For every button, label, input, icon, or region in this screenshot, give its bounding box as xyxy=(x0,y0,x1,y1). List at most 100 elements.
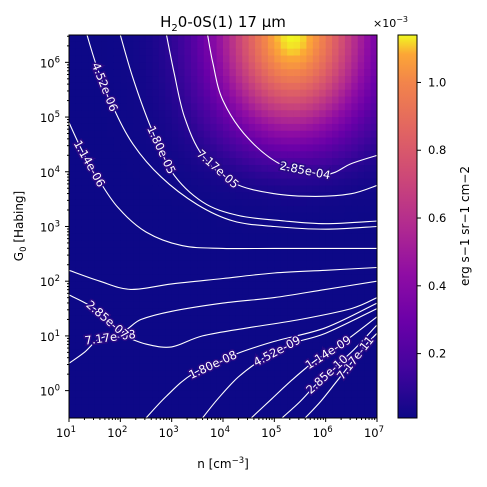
heatmap-cell xyxy=(88,212,96,221)
heatmap-cell xyxy=(216,137,224,146)
heatmap-cell xyxy=(75,117,83,125)
ylabel-sub: 0 xyxy=(19,247,29,252)
heatmap-cell xyxy=(242,397,250,405)
heatmap-cell xyxy=(88,117,96,125)
heatmap-cell xyxy=(325,82,333,91)
heatmap-cell xyxy=(216,123,224,132)
heatmap-cell xyxy=(152,96,160,104)
heatmap-cell xyxy=(69,62,77,70)
heatmap-cell xyxy=(203,253,211,262)
title-rest: 0-0S(1) 17 μm xyxy=(178,13,286,31)
heatmap-cell xyxy=(248,212,256,221)
heatmap-cell xyxy=(178,123,186,132)
heatmap-cell xyxy=(210,178,218,187)
heatmap-cell xyxy=(267,376,275,385)
heatmap-cell xyxy=(312,240,320,248)
heatmap-cell xyxy=(351,205,359,214)
heatmap-cell xyxy=(255,117,263,125)
heatmap-cell xyxy=(126,301,134,310)
heatmap-cell xyxy=(242,192,250,200)
heatmap-cell xyxy=(126,212,134,221)
heatmap-cell xyxy=(133,48,141,57)
heatmap-cell xyxy=(165,376,173,385)
heatmap-cell xyxy=(94,329,102,337)
heatmap-cell xyxy=(344,329,352,337)
heatmap-cell xyxy=(325,376,333,385)
heatmap-cell xyxy=(139,363,147,371)
heatmap-cell xyxy=(203,117,211,125)
heatmap-cell xyxy=(178,329,186,337)
heatmap-cell xyxy=(171,267,179,275)
heatmap-cell xyxy=(338,69,346,77)
heatmap-cell xyxy=(146,219,154,228)
heatmap-cell xyxy=(210,82,218,91)
heatmap-cell xyxy=(152,35,160,43)
heatmap-cell xyxy=(370,48,377,57)
heatmap-cell xyxy=(312,171,320,180)
heatmap-cell xyxy=(242,260,250,269)
heatmap-cell xyxy=(75,41,83,50)
heatmap-cell xyxy=(126,35,134,43)
heatmap-cell xyxy=(274,329,282,337)
heatmap-cell xyxy=(197,363,205,371)
heatmap-cell xyxy=(338,226,346,234)
heatmap-cell xyxy=(357,89,365,98)
heatmap-cell xyxy=(165,253,173,262)
heatmap-cell xyxy=(216,404,224,412)
heatmap-cell xyxy=(146,370,154,378)
heatmap-cell xyxy=(210,281,218,289)
ylabel-main: G xyxy=(12,252,26,261)
heatmap-cell xyxy=(210,55,218,63)
heatmap-cell xyxy=(197,144,205,152)
heatmap-cell xyxy=(81,82,89,91)
heatmap-cell xyxy=(216,117,224,125)
heatmap-cell xyxy=(319,329,327,337)
heatmap-cell xyxy=(229,356,237,364)
heatmap-cell xyxy=(203,185,211,193)
heatmap-cell xyxy=(94,205,102,214)
heatmap-cell xyxy=(293,335,301,344)
heatmap-cell xyxy=(210,240,218,248)
heatmap-cell xyxy=(293,76,301,84)
heatmap-cell xyxy=(126,226,134,234)
heatmap-cell xyxy=(306,390,314,399)
heatmap-cell xyxy=(287,199,295,207)
heatmap-cell xyxy=(107,69,115,77)
heatmap-cell xyxy=(81,383,89,392)
heatmap-cell xyxy=(178,69,186,77)
heatmap-cell xyxy=(351,110,359,118)
heatmap-cell xyxy=(126,192,134,200)
heatmap-cell xyxy=(133,151,141,159)
heatmap-cell xyxy=(370,82,377,91)
heatmap-cell xyxy=(319,185,327,193)
heatmap-cell xyxy=(107,322,115,330)
heatmap-cell xyxy=(229,247,237,255)
heatmap-cell xyxy=(267,383,275,392)
heatmap-cell xyxy=(325,349,333,358)
heatmap-cell xyxy=(210,171,218,180)
heatmap-cell xyxy=(344,335,352,344)
heatmap-cell xyxy=(306,96,314,104)
heatmap-cell xyxy=(280,267,288,275)
heatmap-cell xyxy=(364,96,372,104)
heatmap-cell xyxy=(280,294,288,303)
heatmap-cell xyxy=(280,82,288,91)
heatmap-cell xyxy=(280,48,288,57)
heatmap-cell xyxy=(274,123,282,132)
heatmap-cell xyxy=(344,411,352,418)
heatmap-cell xyxy=(248,35,256,43)
heatmap-cell xyxy=(287,212,295,221)
heatmap-cell xyxy=(107,383,115,392)
heatmap-cell xyxy=(184,342,192,351)
heatmap-cell xyxy=(255,171,263,180)
heatmap-cell xyxy=(216,69,224,77)
heatmap-cell xyxy=(184,294,192,303)
heatmap-cell xyxy=(255,376,263,385)
heatmap-cell xyxy=(216,397,224,405)
contour-line xyxy=(119,35,377,225)
heatmap-cell xyxy=(210,151,218,159)
heatmap-cell xyxy=(126,233,134,241)
heatmap-cell xyxy=(178,335,186,344)
heatmap-cell xyxy=(133,240,141,248)
heatmap-cell xyxy=(171,137,179,146)
